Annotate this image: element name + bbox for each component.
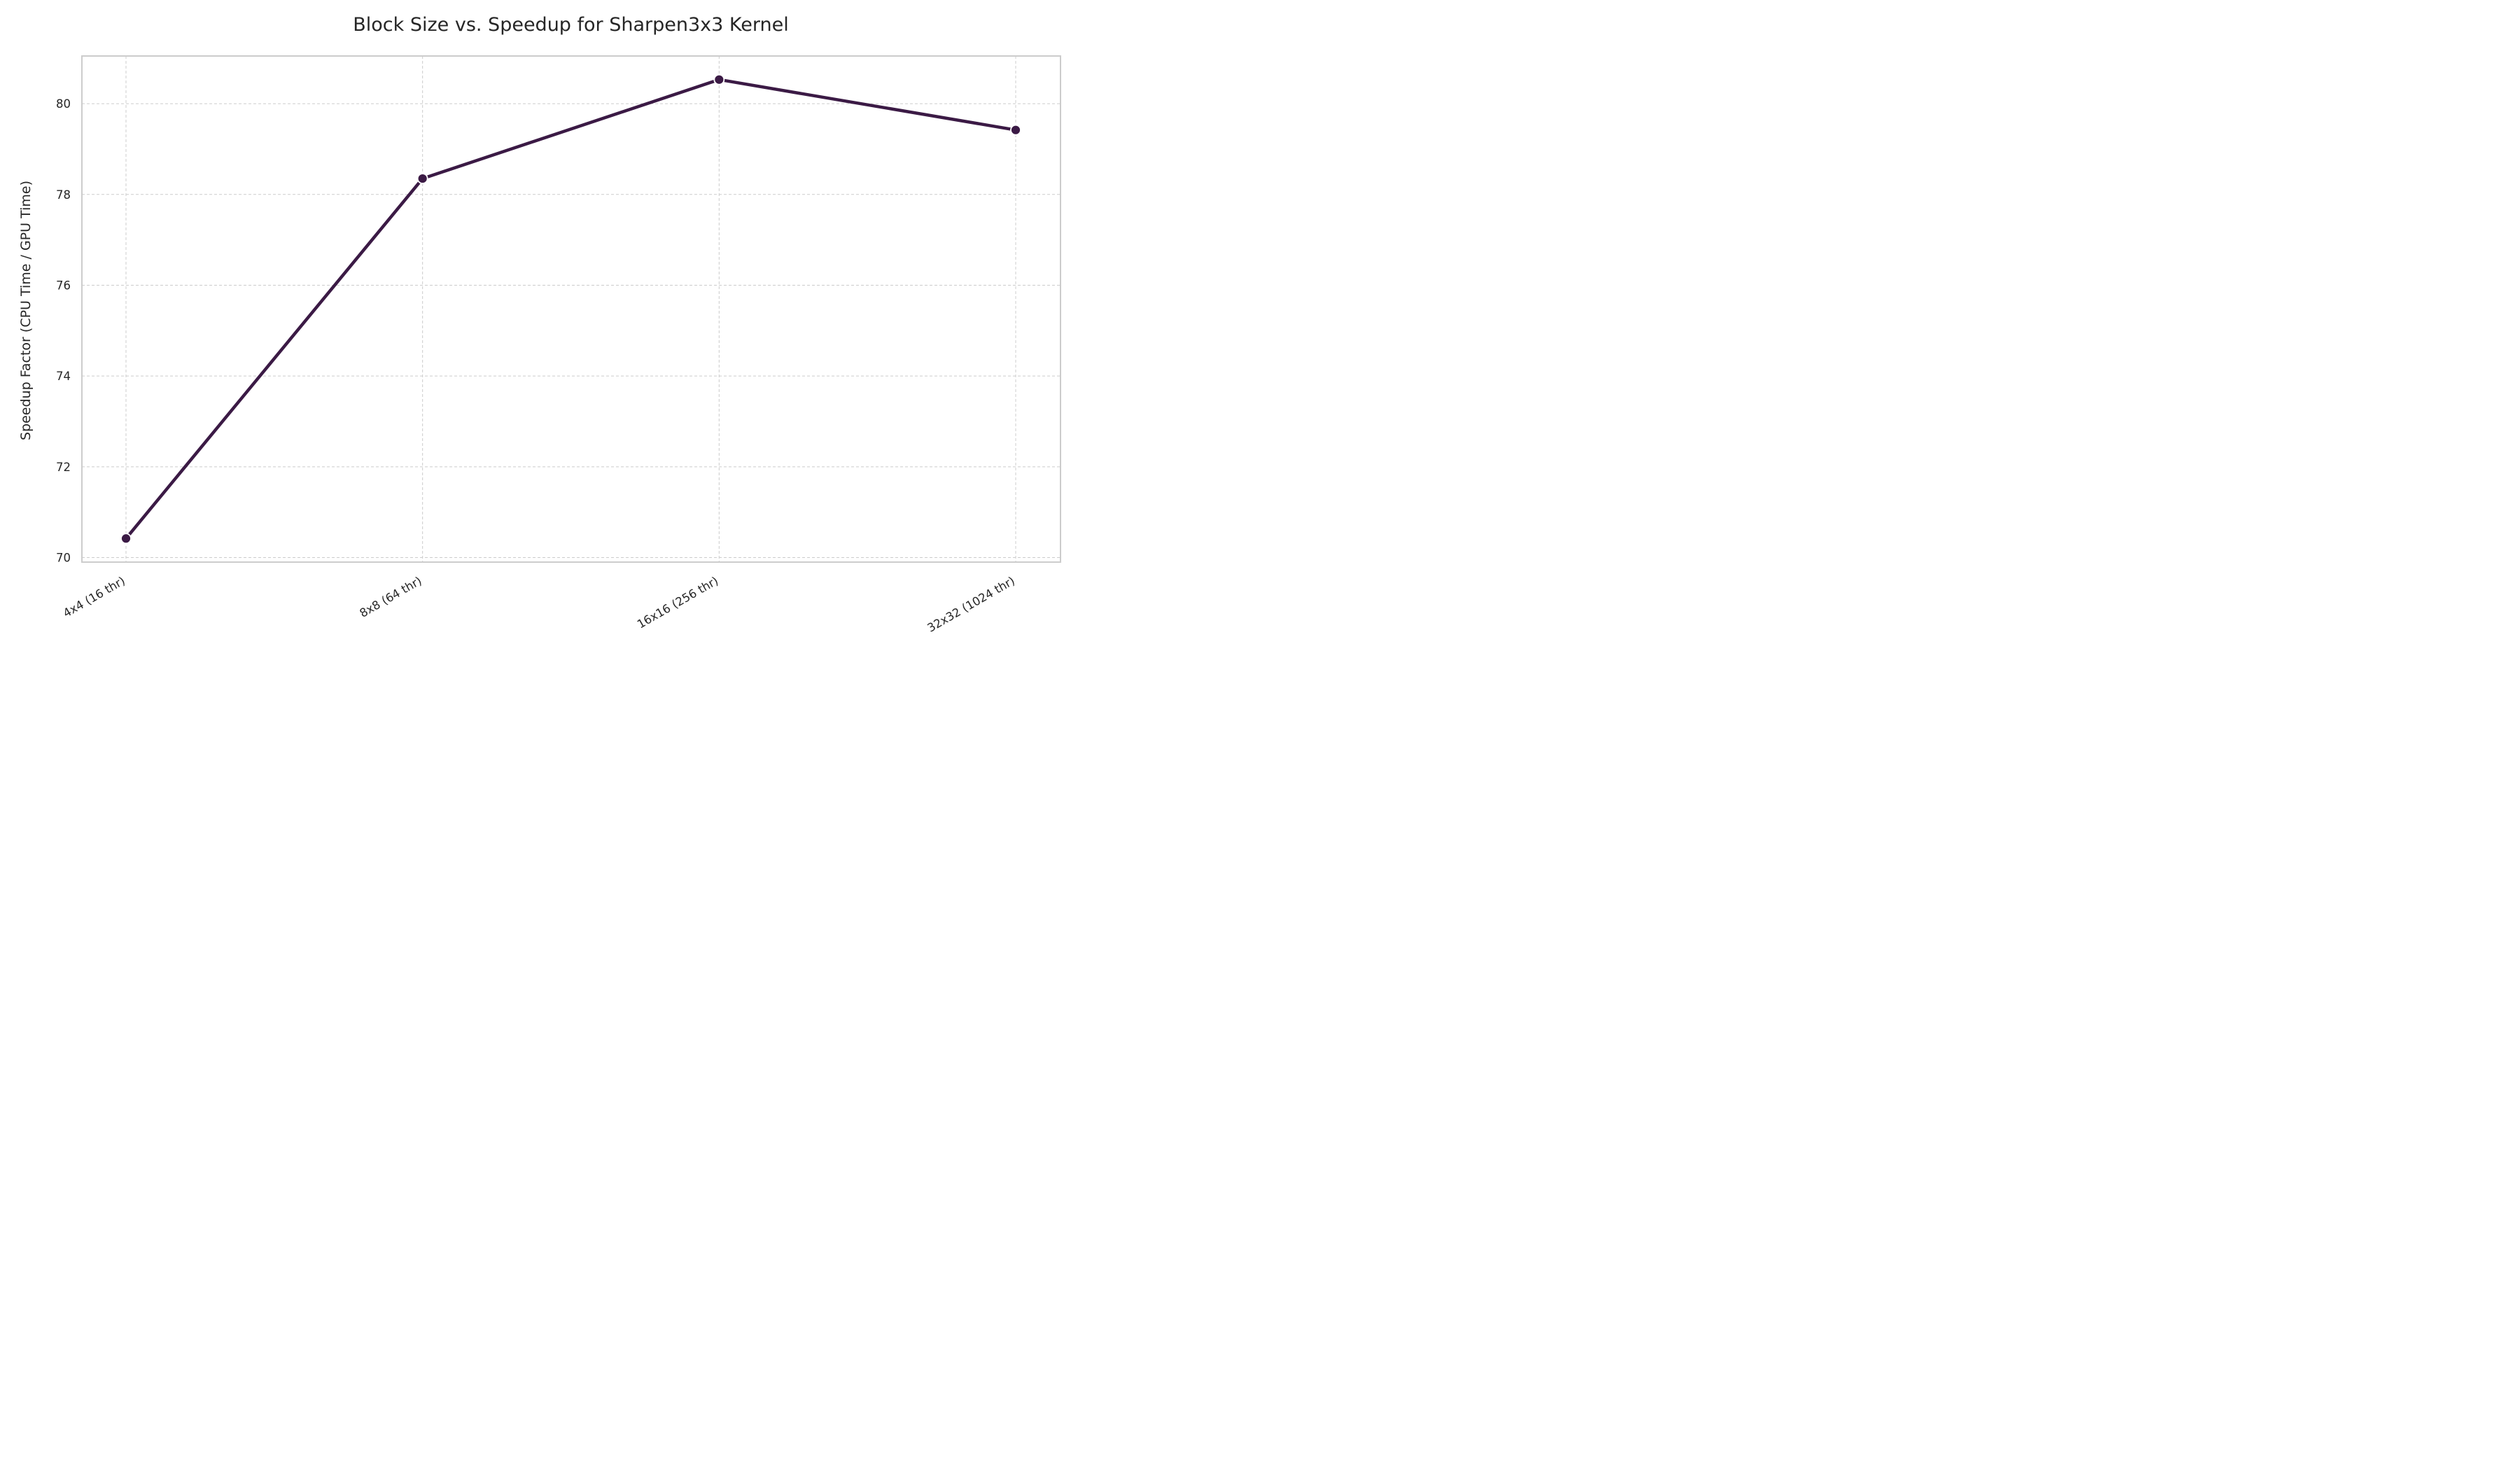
data-point: [1010, 124, 1021, 136]
chart-root: 4x4 (16 thr) 8x8 (64 thr) 16x16 (256 thr) 3…: [0, 0, 1081, 640]
series-layer: [120, 74, 1021, 545]
x-tick-labels: 4x4 (16 thr) 8x8 (64 thr) 16x16 (256 thr) 3…: [61, 574, 1017, 635]
data-point: [120, 533, 132, 545]
y-tick-label: 70: [56, 552, 71, 565]
y-tick-label: 76: [56, 279, 71, 292]
data-point: [713, 74, 725, 85]
x-tick-label: 32x32 (1024 thr): [925, 574, 1017, 635]
y-tick-label: 72: [56, 461, 71, 474]
x-tick-label: 8x8 (64 thr): [358, 574, 424, 620]
x-tick-label: 16x16 (256 thr): [635, 574, 720, 631]
y-tick-label: 80: [56, 97, 71, 111]
y-tick-label: 74: [56, 370, 71, 383]
grid-layer: [82, 56, 1060, 562]
data-point: [416, 173, 428, 184]
y-axis-label: Speedup Factor (CPU Time / GPU Time): [18, 181, 34, 440]
plot-frame: [81, 55, 1061, 563]
x-tick-label: 4x4 (16 thr): [61, 574, 127, 620]
line-chart: 4x4 (16 thr) 8x8 (64 thr) 16x16 (256 thr) 3…: [18, 14, 1061, 635]
series-line: [124, 78, 1018, 540]
chart-title: Block Size vs. Speedup for Sharpen3x3 Ke…: [353, 14, 789, 36]
y-tick-labels: 70 72 74 76 78 80: [56, 97, 71, 564]
y-tick-label: 78: [56, 188, 71, 202]
